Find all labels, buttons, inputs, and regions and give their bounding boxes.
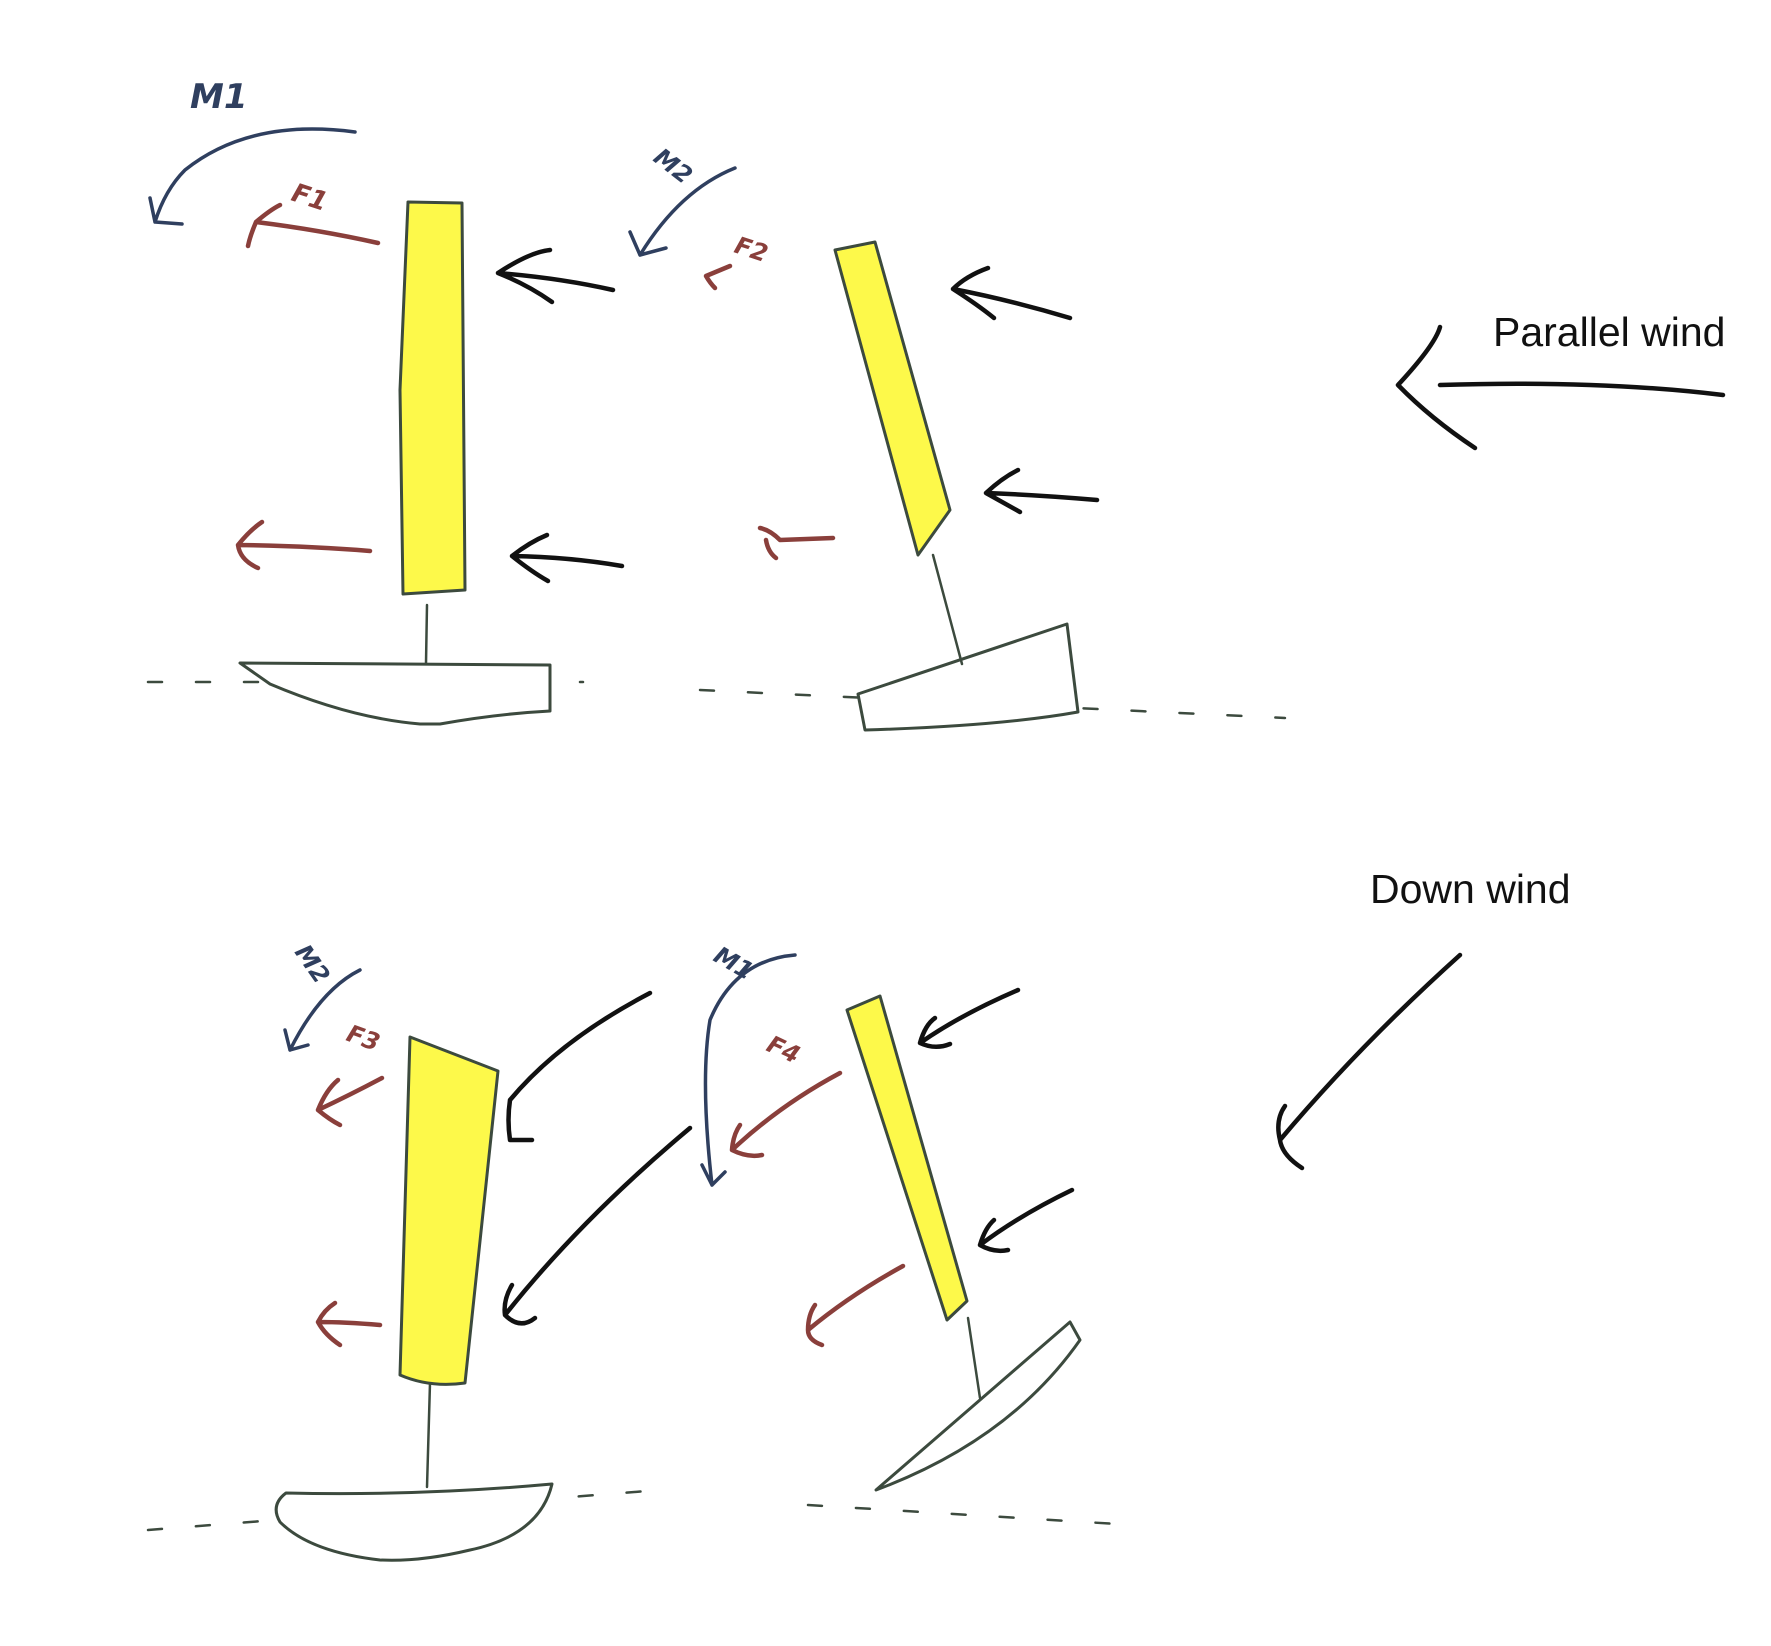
down-wind-label: Down wind [1370,866,1571,912]
force-label: F4 [762,1030,804,1069]
hull [238,661,552,726]
force-arrows [235,202,836,571]
force-arrow-icon [703,263,733,291]
wind-arrow-icon [506,990,653,1143]
wind-direction-arrow-icon [1395,324,1726,451]
force-arrows [315,1070,906,1348]
wind-arrow-icon [983,467,1100,515]
moment-arrows [148,127,737,257]
hull [874,1320,1082,1492]
moment-arrow-icon [700,953,797,1187]
sail [398,200,467,596]
mast [966,1316,982,1400]
sail [845,994,969,1322]
hull [274,1482,554,1562]
moment-label: M1 [190,77,248,117]
upright-boat [274,1035,554,1562]
force-label: F3 [343,1019,384,1057]
force-arrow-icon [315,1075,385,1128]
force-arrow-icon [245,202,381,249]
mast [425,1381,432,1489]
parallel-wind-panel: M1 M2 F1 F2 Parallel wind [146,77,1726,732]
wind-arrow-icon [509,532,625,584]
force-arrow-icon [315,1300,383,1348]
upright-boat [238,200,552,726]
wind-arrow-icon [977,1187,1075,1254]
wind-arrows [502,987,1075,1326]
wind-arrow-icon [502,1125,693,1326]
heeled-boat [833,240,1080,732]
sail [833,240,952,557]
moment-label: M1 [709,941,758,986]
force-arrow-icon [805,1263,906,1348]
moment-arrow-icon [628,166,737,257]
force-label: F1 [288,178,331,218]
moment-arrow-icon [283,968,362,1052]
mast [931,553,964,666]
moment-label: M2 [289,939,335,988]
parallel-wind-label: Parallel wind [1493,309,1725,355]
wind-arrow-icon [917,987,1021,1049]
water-line-heeled [806,1503,1135,1527]
heeled-boat [845,994,1082,1492]
moment-label: M2 [648,143,697,190]
hull [856,622,1080,732]
down-wind-panel: M2 M1 F3 F4 Down wind [146,866,1571,1562]
wind-arrows [495,247,1100,584]
wind-direction-arrow-icon [1276,952,1463,1171]
force-arrow-icon [757,525,836,561]
force-arrow-icon [729,1070,843,1159]
wind-arrow-icon [950,265,1073,321]
force-arrow-icon [235,519,373,571]
moment-arrows [283,953,797,1187]
wind-arrow-icon [495,247,616,305]
force-label: F2 [731,231,771,268]
sail [398,1035,500,1386]
mast [424,603,429,665]
moment-arrow-icon [148,127,357,226]
